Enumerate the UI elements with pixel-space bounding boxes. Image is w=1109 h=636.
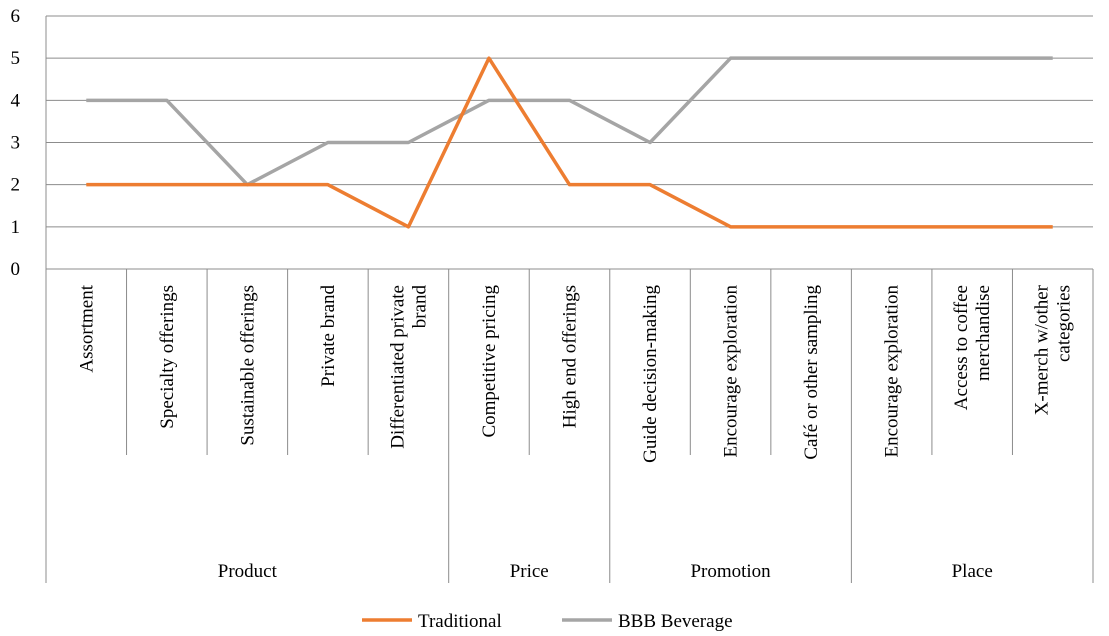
x-tick-label: Encourage exploration — [882, 285, 903, 458]
x-tick-label: Specialty offerings — [157, 285, 178, 429]
y-tick-label: 3 — [11, 133, 21, 154]
x-tick-label: Competitive pricing — [479, 285, 500, 438]
x-tick-label: Encourage exploration — [721, 285, 742, 458]
x-tick-label: Guide decision-making — [640, 285, 661, 463]
x-tick-label: Private brand — [318, 285, 339, 387]
category-label-group: Assortment — [76, 284, 97, 372]
series-line — [86, 56, 1053, 187]
category-label-group: Differentiated privatebrand — [387, 285, 430, 449]
x-tick-label: Sustainable offerings — [237, 285, 258, 446]
category-label-group: Sustainable offerings — [237, 285, 258, 446]
y-tick-label: 5 — [11, 48, 21, 69]
group-label: Promotion — [690, 561, 771, 582]
category-label-group: High end offerings — [560, 285, 581, 428]
category-label-group: Café or other sampling — [801, 285, 822, 460]
category-label-group: Competitive pricing — [479, 285, 500, 438]
category-label-group: X-merch w/othercategories — [1032, 284, 1075, 415]
x-tick-label: Differentiated privatebrand — [387, 285, 430, 449]
y-tick-label: 4 — [11, 90, 21, 111]
category-label-group: Access to coffeemerchandise — [951, 285, 994, 410]
series-line — [86, 56, 1053, 229]
x-tick-label: Assortment — [76, 284, 97, 372]
y-tick-label: 0 — [11, 259, 21, 280]
category-label-group: Private brand — [318, 285, 339, 387]
x-tick-label: Café or other sampling — [801, 285, 822, 460]
category-label-group: Specialty offerings — [157, 285, 178, 429]
y-tick-label: 1 — [11, 217, 21, 238]
x-tick-label: High end offerings — [560, 285, 581, 428]
x-tick-label: Access to coffeemerchandise — [951, 285, 994, 410]
group-label: Place — [952, 561, 993, 582]
category-label-group: Encourage exploration — [721, 285, 742, 458]
legend-label: Traditional — [418, 611, 502, 632]
legend-label: BBB Beverage — [618, 611, 733, 632]
group-label: Price — [510, 561, 549, 582]
category-label-group: Encourage exploration — [882, 285, 903, 458]
y-tick-label: 2 — [11, 175, 21, 196]
category-label-group: Guide decision-making — [640, 285, 661, 463]
y-tick-label: 6 — [11, 6, 21, 27]
group-label: Product — [218, 561, 278, 582]
x-tick-label: X-merch w/othercategories — [1032, 284, 1075, 415]
